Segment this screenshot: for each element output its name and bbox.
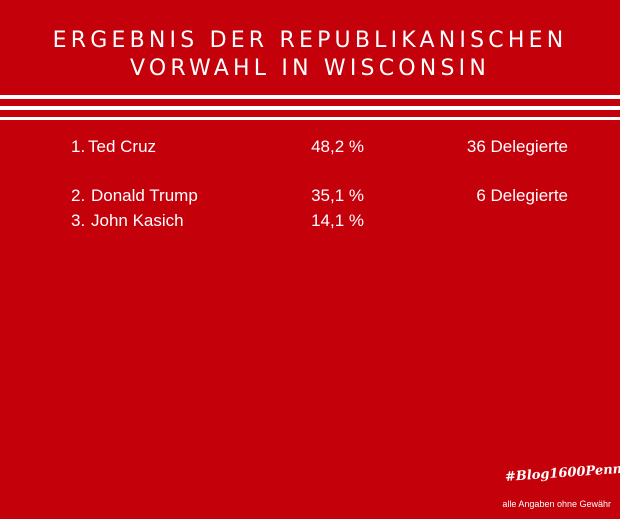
title-line-2: VORWAHL IN WISCONSIN — [130, 56, 490, 81]
result-row: 1. Ted Cruz 48,2 % 36 Delegierte — [0, 137, 620, 159]
result-rank: 1. — [71, 137, 86, 156]
vote-percent: 48,2 % — [311, 137, 364, 156]
divider-stripe-3 — [0, 117, 620, 120]
hashtag-signature: #Blog1600Penn — [504, 461, 620, 485]
divider-stripe-2 — [0, 106, 620, 110]
result-row: 2. Donald Trump 35,1 % 6 Delegierte — [0, 186, 620, 208]
title-line-1: ERGEBNIS DER REPUBLIKANISCHEN — [52, 28, 568, 53]
candidate-name: Donald Trump — [91, 186, 198, 205]
result-row: 3. John Kasich 14,1 % — [0, 211, 620, 233]
vote-percent: 35,1 % — [311, 186, 364, 205]
result-rank: 2. — [71, 186, 86, 205]
candidate-name: Ted Cruz — [88, 137, 157, 156]
result-rank: 3. — [71, 211, 86, 230]
candidate-name: John Kasich — [91, 211, 184, 230]
divider-stripe-1 — [0, 95, 620, 99]
disclaimer-text: alle Angaben ohne Gewähr — [502, 499, 611, 509]
delegate-count: 6 Delegierte — [476, 186, 568, 205]
delegate-count: 36 Delegierte — [466, 137, 568, 156]
vote-percent: 14,1 % — [311, 211, 364, 230]
